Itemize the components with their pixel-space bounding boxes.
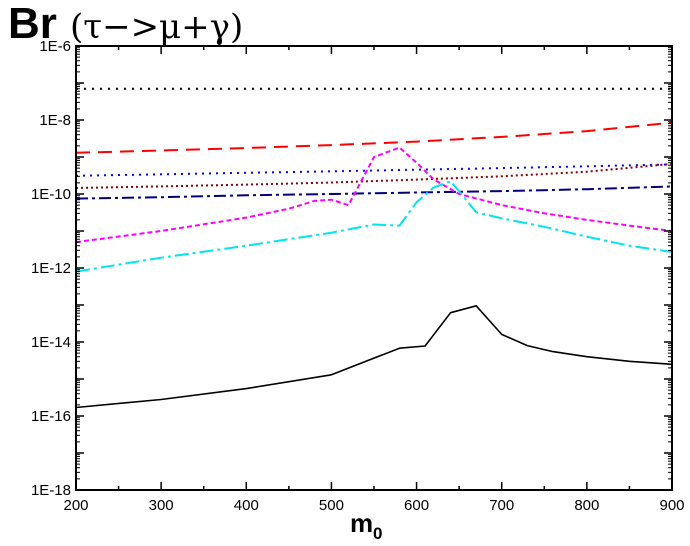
y-tick-label: 1E-8 [39, 112, 71, 129]
series-line-2 [75, 121, 673, 154]
x-axis-label-subscript: 0 [373, 524, 382, 543]
series-line-3 [75, 163, 673, 177]
y-tick-label: 1E-10 [31, 186, 71, 203]
series-layer [75, 87, 673, 409]
series-line-7 [75, 180, 673, 273]
series-line-6 [75, 146, 673, 244]
x-tick-label: 400 [234, 497, 259, 514]
series-line-4 [75, 162, 673, 189]
tick-label-layer: 200 300 400 500 600 700 800 900 1E-18 1E-16 1E-14 1… [31, 38, 685, 514]
x-tick-label: 900 [659, 497, 684, 514]
series-line-8 [75, 304, 673, 409]
x-tick-label: 200 [63, 497, 88, 514]
y-tick-label: 1E-18 [31, 482, 71, 499]
x-tick-label: 600 [404, 497, 429, 514]
y-tick-label: 1E-14 [31, 334, 71, 351]
x-tick-label: 800 [574, 497, 599, 514]
chart-title: Br [8, 0, 57, 48]
y-tick-label: 1E-12 [31, 260, 71, 277]
y-tick-label: 1E-16 [31, 408, 71, 425]
x-axis-label: m [350, 508, 373, 538]
y-tick-label: 1E-6 [39, 38, 71, 55]
x-tick-label: 300 [149, 497, 174, 514]
series-line-5 [75, 185, 673, 200]
axis-layer [75, 45, 673, 491]
plot-frame [75, 45, 673, 491]
x-tick-label: 700 [489, 497, 514, 514]
chart-title-suffix: (τ−>μ+γ) [70, 7, 243, 47]
x-tick-label: 500 [319, 497, 344, 514]
